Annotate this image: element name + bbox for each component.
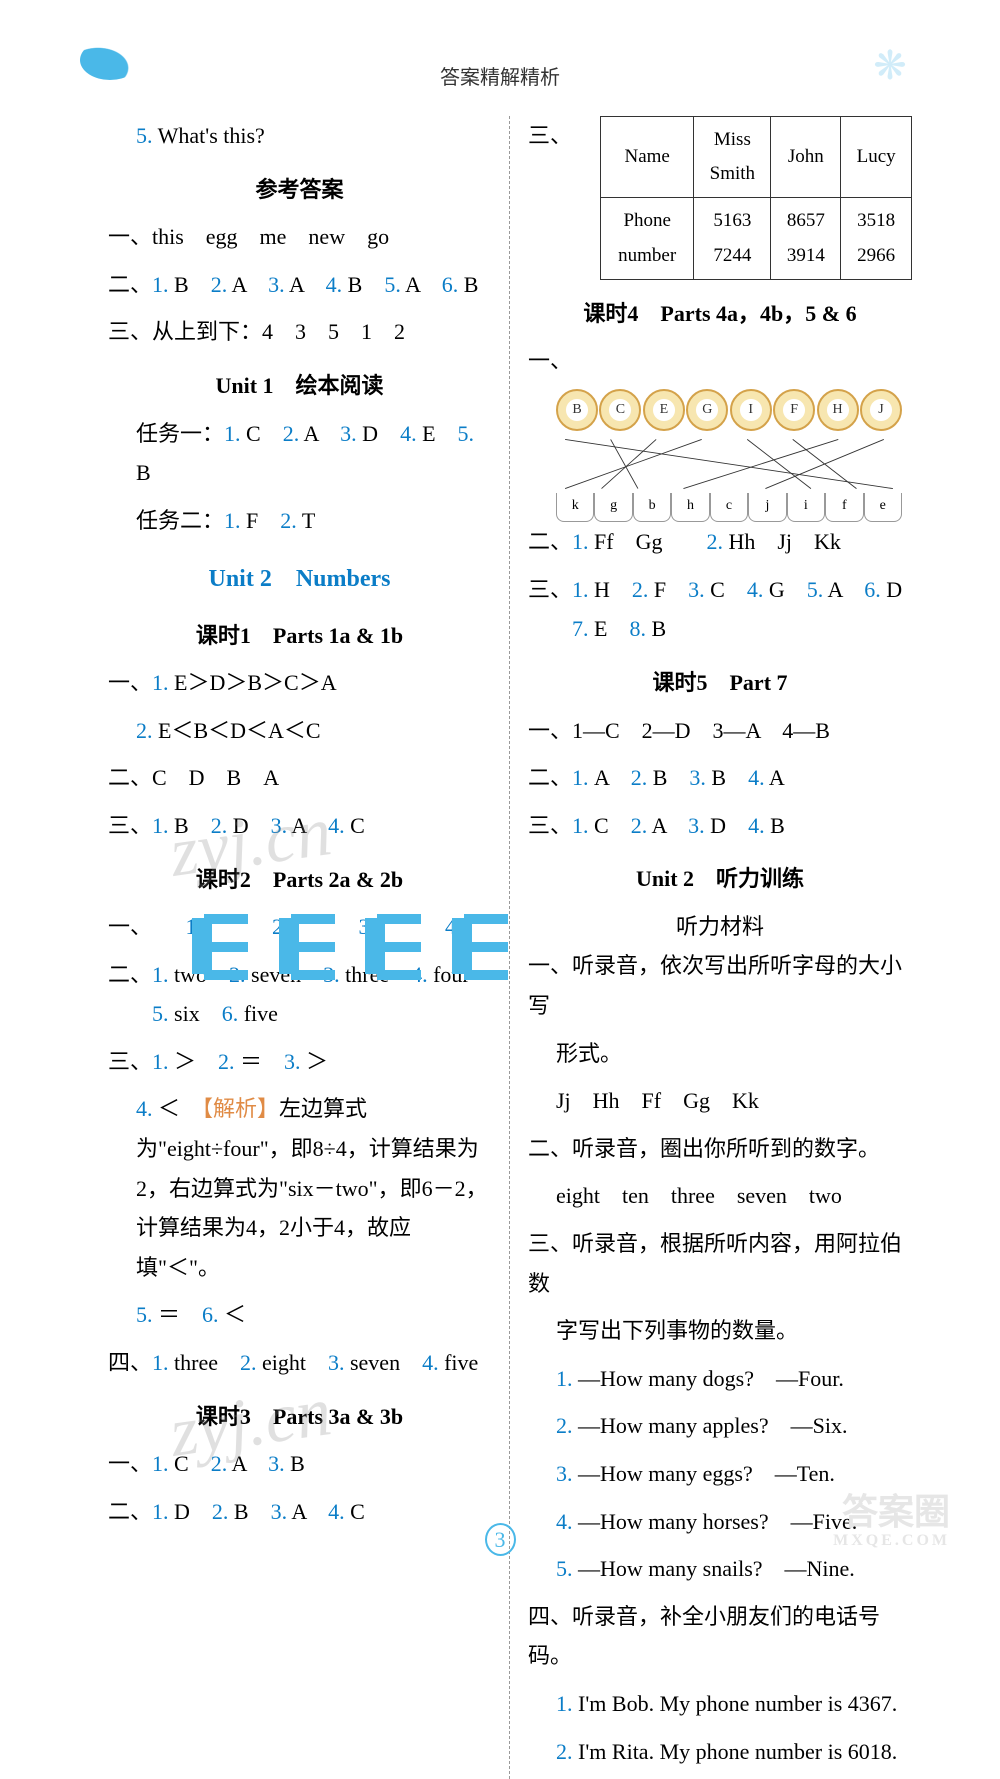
ks3-1: 一、1. C 2. A 3. B — [108, 1444, 491, 1484]
ks2-title: 课时2 Parts 2a & 2b — [108, 860, 491, 900]
ks4-2: 二、1. Ff Gg 2. Hh Jj Kk — [528, 522, 912, 562]
ks2-4: 四、1. three 2. eight 3. seven 4. five — [108, 1343, 491, 1383]
page-header: 答案精解精析 ❋ — [0, 0, 1000, 106]
q5-num: 5. — [136, 123, 153, 148]
phone-table: NameMiss SmithJohnLucy Phone number5163 … — [600, 116, 912, 280]
lt-mat: 听力材料 — [528, 907, 912, 947]
lt4a: 四、听录音，补全小朋友们的电话号码。 — [528, 1597, 912, 1676]
l1: 一、this egg me new go — [108, 217, 491, 257]
lt3b: 字写出下列事物的数量。 — [528, 1311, 912, 1351]
header-title: 答案精解精析 — [440, 67, 560, 89]
ks4-3: 三、1. H 2. F 3. C 4. G 5. A 6. D三、7. E 8.… — [528, 570, 912, 649]
l3: 三、从上到下：4 3 5 1 2 — [108, 312, 491, 352]
task1: 任务一：1. C 2. A 3. D 4. E 5. B — [108, 414, 491, 493]
ks5-3: 三、1. C 2. A 3. D 4. B — [528, 806, 912, 846]
q5-text: What's this? — [153, 123, 265, 148]
ks2-3-56: 5. ＝ 6. ＜ — [108, 1295, 491, 1335]
ks2-2: 二、1. two 2. seven 3. three 4. four二、5. s… — [108, 955, 491, 1034]
ks1-title: 课时1 Parts 1a & 1b — [108, 616, 491, 656]
lt1b: 形式。 — [528, 1034, 912, 1074]
lt2a: 二、听录音，圈出你所听到的数字。 — [528, 1129, 912, 1169]
ks2-3-4: 4. ＜ 【解析】左边算式为"eight÷four"，即8÷4，计算结果为2，右… — [108, 1089, 491, 1287]
ks1-3: 三、1. B 2. D 3. A 4. C — [108, 806, 491, 846]
u2-lt: Unit 2 听力训练 — [528, 859, 912, 899]
ks5-1: 一、1—C 2—D 3—A 4—B — [528, 711, 912, 751]
lt1c: Jj Hh Ff Gg Kk — [528, 1081, 912, 1121]
ks2-1: 一、 1. 2. 3. 4. — [108, 907, 491, 947]
ks2-3: 三、1. ＞ 2. ＝ 3. ＞ — [108, 1042, 491, 1082]
matching-lines — [556, 435, 902, 493]
ks5-title: 课时5 Part 7 — [528, 663, 912, 703]
flower-row: BCEGIFHJ — [528, 389, 912, 431]
tbl-pre: 三、 — [528, 116, 572, 156]
l2: 二、1. B 2. A 3. A 4. B 5. A 6. B — [108, 265, 491, 305]
ks1-1a: 一、1. E＞D＞B＞C＞A — [108, 663, 491, 703]
unit2-title: Unit 2 Numbers — [108, 558, 491, 601]
task2: 任务二：1. F 2. T — [108, 501, 491, 541]
ks4-1: 一、 — [528, 341, 912, 381]
ks1-1b: 2. E＜B＜D＜A＜C — [108, 711, 491, 751]
sun-icon — [80, 40, 140, 80]
ref-answers-title: 参考答案 — [108, 170, 491, 210]
ks1-2: 二、C D B A — [108, 758, 491, 798]
lt2b: eight ten three seven two — [528, 1176, 912, 1216]
ks3-title: 课时3 Parts 3a & 3b — [108, 1397, 491, 1437]
u1-read: Unit 1 绘本阅读 — [108, 366, 491, 406]
lt1a: 一、听录音，依次写出所听字母的大小写 — [528, 946, 912, 1025]
corner-logo: 答案圈MXQE.COM — [833, 1493, 950, 1550]
ks4-title: 课时4 Parts 4a，4b，5 & 6 — [528, 294, 912, 334]
badge-icon: ❋ — [860, 30, 920, 90]
ks5-2: 二、1. A 2. B 3. B 4. A — [528, 758, 912, 798]
cup-row: kgbhcjife — [528, 493, 912, 522]
lt3a: 三、听录音，根据所听内容，用阿拉伯数 — [528, 1224, 912, 1303]
